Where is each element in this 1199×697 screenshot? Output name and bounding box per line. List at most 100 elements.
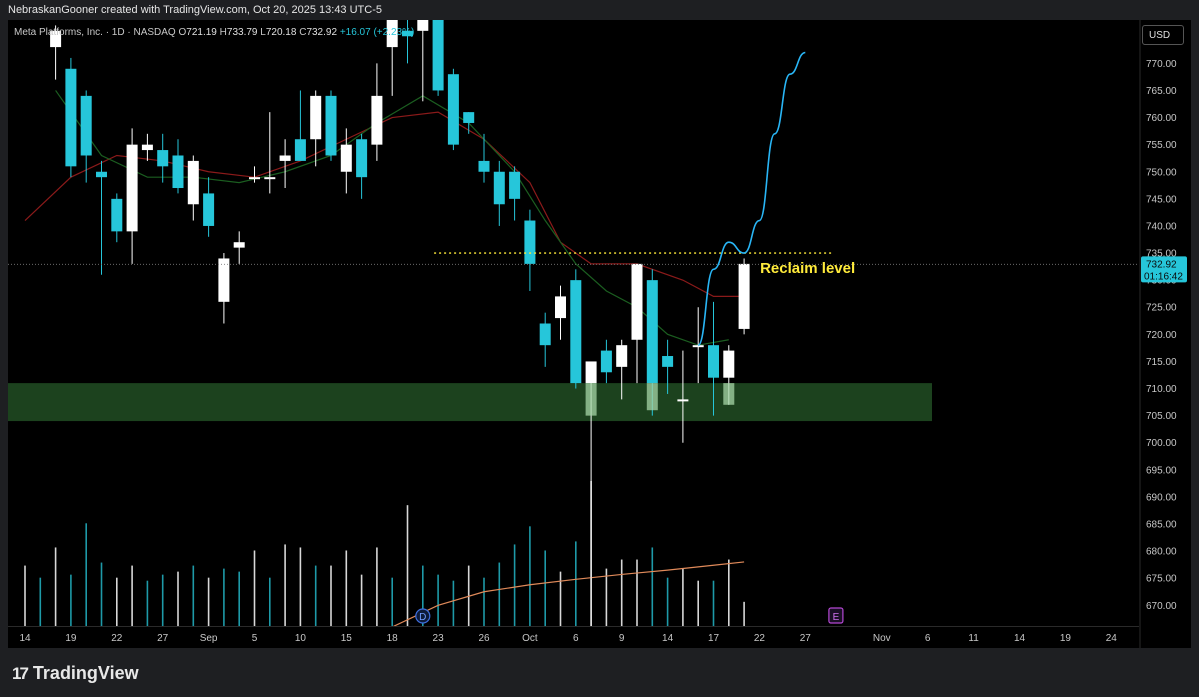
candle-body <box>141 144 153 151</box>
y-tick-label: 765.00 <box>1146 86 1177 97</box>
x-tick-label: 23 <box>433 633 445 644</box>
change-value: +16.07 (+2.23%) <box>339 27 415 38</box>
y-tick-label: 735.00 <box>1146 249 1177 260</box>
candle-body <box>356 139 368 178</box>
candle-body <box>662 356 674 367</box>
candle-body <box>631 263 643 340</box>
candle-body <box>386 20 398 48</box>
candle-body <box>432 20 444 91</box>
earnings-marker-label: E <box>833 612 840 623</box>
candle-body <box>65 68 77 167</box>
candle-body <box>616 345 628 367</box>
candle-body <box>723 350 735 378</box>
close-label: C <box>299 27 307 38</box>
low-value: 720.18 <box>265 27 297 38</box>
candle-body <box>96 171 107 178</box>
ma-short-line <box>55 90 729 346</box>
y-tick-label: 750.00 <box>1146 167 1177 178</box>
y-tick-label: 760.00 <box>1146 113 1177 124</box>
x-tick-label: 26 <box>478 633 490 644</box>
open-label: O <box>178 27 187 38</box>
low-label: L <box>260 27 266 38</box>
candle-body <box>708 345 719 378</box>
currency-button[interactable]: USD <box>1142 25 1184 45</box>
open-value: 721.19 <box>186 27 217 38</box>
candle-body <box>402 30 413 37</box>
candle-body <box>249 177 260 180</box>
x-tick-label: 27 <box>800 633 812 644</box>
x-tick-label: 5 <box>252 633 258 644</box>
symbol-label: Meta Platforms, Inc. · 1D · NASDAQ <box>14 27 176 38</box>
candle-body <box>585 361 597 384</box>
tradingview-wordmark: TradingView <box>32 663 139 683</box>
x-tick-label: 11 <box>968 633 979 644</box>
y-tick-label: 695.00 <box>1146 465 1177 476</box>
candle-body <box>172 155 184 189</box>
candle-body <box>646 280 658 384</box>
last-price-value: 732.92 <box>1146 259 1177 270</box>
zone-candle-overlay <box>646 383 658 411</box>
candle-body <box>264 177 276 180</box>
x-tick-label: Oct <box>522 633 538 644</box>
projection-path <box>697 51 806 346</box>
ohlc-legend: Meta Platforms, Inc. · 1D · NASDAQ O721.… <box>14 27 414 38</box>
candle-body <box>524 220 536 264</box>
x-tick-label: 6 <box>925 633 931 644</box>
zone-candle-overlay <box>585 383 597 416</box>
y-tick-label: 770.00 <box>1146 59 1177 70</box>
x-tick-label: 22 <box>111 633 123 644</box>
x-tick-label: 24 <box>1106 633 1118 644</box>
candle-body <box>738 263 750 329</box>
x-tick-label: 9 <box>619 633 625 644</box>
price-chart[interactable]: Reclaim level D E 770.00 765.00 760.00 755.00 7… <box>8 20 1191 648</box>
attribution-banner: NebraskanGooner created with TradingView… <box>8 4 382 16</box>
tradingview-logo: 17 TradingView <box>12 663 139 684</box>
x-tick-label: 19 <box>65 633 77 644</box>
x-tick-label: Nov <box>873 633 891 644</box>
y-tick-label: 715.00 <box>1146 357 1177 368</box>
candle-body <box>111 198 123 232</box>
x-tick-label: 27 <box>157 633 169 644</box>
candle-body <box>50 30 62 48</box>
candle-body <box>371 95 383 145</box>
y-tick-label: 720.00 <box>1146 330 1177 341</box>
candle-body <box>570 280 582 384</box>
candle-body <box>463 112 475 123</box>
y-tick-label: 755.00 <box>1146 140 1177 151</box>
candle-body <box>157 150 169 167</box>
x-tick-label: 15 <box>341 633 353 644</box>
candle-body <box>80 95 92 156</box>
y-tick-label: 710.00 <box>1146 384 1177 395</box>
bar-countdown: 01:16:42 <box>1144 271 1183 282</box>
x-tick-label: 19 <box>1060 633 1072 644</box>
x-tick-label: 10 <box>295 633 307 644</box>
y-tick-label: 700.00 <box>1146 438 1177 449</box>
candle-body <box>555 296 566 319</box>
ma-long-line <box>24 111 745 298</box>
reclaim-level-label: Reclaim level <box>760 260 855 277</box>
last-price-badge <box>1141 256 1187 283</box>
candle-body <box>600 350 612 373</box>
dividend-marker-label: D <box>419 612 426 623</box>
x-tick-label: Sep <box>200 633 218 644</box>
candle-body <box>187 160 199 205</box>
candle-body <box>340 144 352 172</box>
candle-body <box>279 155 291 161</box>
y-tick-label: 675.00 <box>1146 574 1177 585</box>
candle-body <box>310 95 322 140</box>
candle-body <box>447 74 459 145</box>
x-tick-label: 22 <box>754 633 766 644</box>
y-tick-label: 685.00 <box>1146 520 1177 531</box>
zone-candle-overlay <box>723 383 735 405</box>
chart-area[interactable]: Reclaim level D E 770.00 765.00 760.00 755.00 7… <box>8 20 1191 648</box>
y-tick-label: 670.00 <box>1146 601 1177 612</box>
close-value: 732.92 <box>306 27 338 38</box>
high-label: H <box>219 27 227 38</box>
x-tick-label: 14 <box>662 633 674 644</box>
candle-body <box>233 242 245 248</box>
support-zone <box>8 383 932 422</box>
high-value: 733.79 <box>226 27 258 38</box>
y-tick-label: 705.00 <box>1146 411 1177 422</box>
candle-body <box>126 144 138 232</box>
